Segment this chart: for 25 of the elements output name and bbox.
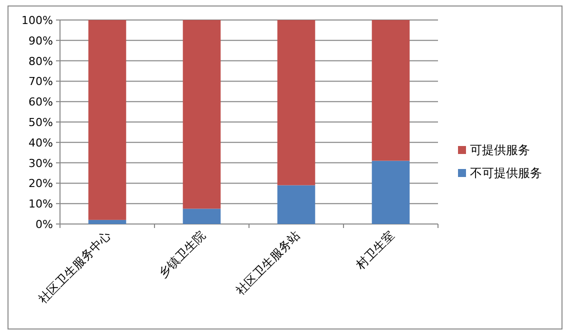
y-tick-label: 10% xyxy=(28,198,53,211)
y-tick-label: 90% xyxy=(28,34,53,48)
y-tick-label: 100% xyxy=(22,14,53,27)
y-tick-label: 0% xyxy=(36,218,53,231)
bar xyxy=(372,160,410,224)
bar xyxy=(88,20,126,220)
y-tick-label: 30% xyxy=(28,156,53,170)
x-tick-label: 村卫生室 xyxy=(352,228,397,273)
bar xyxy=(277,20,316,186)
x-tick-label: 乡镇卫生院 xyxy=(156,228,208,281)
legend-label: 不可提供服务 xyxy=(470,166,542,180)
legend-label: 可提供服务 xyxy=(470,143,530,157)
bar xyxy=(182,20,221,209)
y-tick-label: 50% xyxy=(28,116,53,129)
y-tick-label: 60% xyxy=(28,96,53,109)
y-tick-label: 80% xyxy=(28,54,53,68)
bar xyxy=(372,20,410,161)
x-tick-label: 社区卫生服务中心 xyxy=(36,228,114,306)
bar xyxy=(182,208,221,224)
bar xyxy=(88,220,126,224)
x-tick-label: 社区卫生服务站 xyxy=(233,228,302,298)
y-tick-label: 20% xyxy=(28,177,53,190)
bar xyxy=(277,185,316,224)
y-tick-label: 70% xyxy=(28,75,53,88)
y-tick-label: 40% xyxy=(28,136,53,150)
